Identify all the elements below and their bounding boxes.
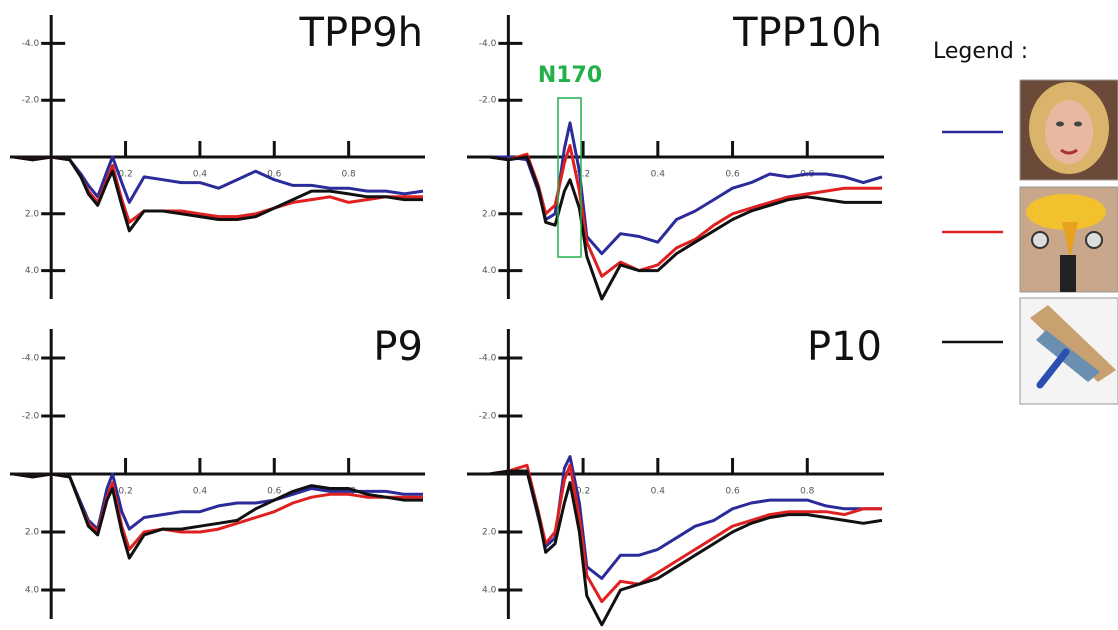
legend-image-object bbox=[1019, 186, 1118, 293]
y-tick-label: 2.0 bbox=[25, 209, 40, 219]
erp-line bbox=[13, 472, 423, 560]
erp-line bbox=[13, 155, 424, 204]
legend-title: Legend : bbox=[933, 39, 1028, 64]
legend-lines bbox=[942, 130, 1003, 344]
y-tick-label: -2.0 bbox=[22, 96, 40, 106]
y-tick-label: -2.0 bbox=[22, 412, 40, 422]
erp-line bbox=[471, 469, 883, 627]
y-tick-label: 4.0 bbox=[482, 586, 497, 596]
x-tick-label: 0.8 bbox=[800, 487, 815, 497]
erp-line bbox=[13, 155, 423, 233]
y-tick-label: 4.0 bbox=[25, 266, 40, 276]
panel-title: TPP9h bbox=[299, 10, 423, 56]
y-tick-label: -4.0 bbox=[479, 39, 497, 49]
y-tick-label: -2.0 bbox=[479, 96, 497, 106]
legend-image-face bbox=[1019, 79, 1118, 181]
panel-title: P9 bbox=[373, 324, 423, 370]
x-tick-label: 0.2 bbox=[576, 487, 590, 497]
y-tick-label: -4.0 bbox=[479, 354, 497, 364]
erp-line bbox=[471, 121, 883, 256]
y-tick-label: -4.0 bbox=[22, 354, 40, 364]
x-tick-label: 0.6 bbox=[267, 170, 282, 180]
y-tick-label: -2.0 bbox=[479, 412, 497, 422]
erp-line bbox=[13, 472, 423, 531]
x-tick-label: 0.4 bbox=[193, 170, 208, 180]
y-tick-label: 2.0 bbox=[25, 528, 40, 538]
x-tick-label: 0.4 bbox=[651, 487, 666, 497]
erp-line bbox=[471, 155, 882, 301]
y-tick-label: 4.0 bbox=[482, 266, 497, 276]
x-tick-label: 0.6 bbox=[267, 487, 282, 497]
x-tick-label: 0.6 bbox=[725, 487, 740, 497]
y-tick-label: 4.0 bbox=[25, 586, 40, 596]
panel-title: TPP10h bbox=[732, 10, 882, 56]
x-tick-label: 0.2 bbox=[118, 487, 132, 497]
x-tick-label: 0.2 bbox=[576, 170, 590, 180]
erp-line bbox=[471, 144, 882, 278]
erp-line bbox=[471, 463, 882, 604]
erp-line bbox=[13, 472, 423, 551]
y-tick-label: -4.0 bbox=[22, 39, 40, 49]
x-tick-label: 0.2 bbox=[118, 170, 132, 180]
panel-title: P10 bbox=[807, 324, 882, 370]
x-tick-label: 0.8 bbox=[341, 170, 356, 180]
y-tick-label: 2.0 bbox=[482, 528, 497, 538]
annotation-box bbox=[557, 97, 582, 258]
x-tick-label: 0.4 bbox=[193, 487, 208, 497]
x-tick-label: 0.6 bbox=[725, 170, 740, 180]
annotation: N170 bbox=[538, 63, 602, 88]
legend-image-tool bbox=[1019, 297, 1118, 405]
y-tick-label: 2.0 bbox=[482, 209, 497, 219]
x-tick-label: 0.4 bbox=[651, 170, 666, 180]
